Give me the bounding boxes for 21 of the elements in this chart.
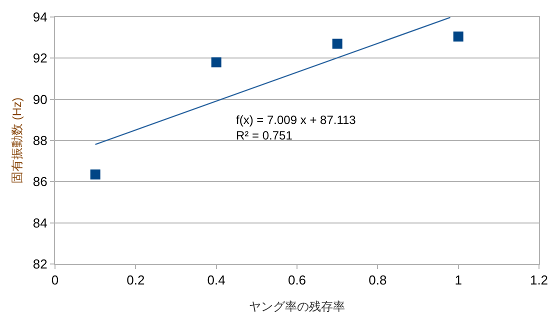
x-axis-title: ヤング率の残存率 — [249, 300, 345, 314]
x-tick-label: 0 — [51, 272, 59, 288]
point — [332, 38, 342, 49]
x-tick-label: 0.2 — [126, 272, 145, 288]
point — [90, 169, 100, 180]
y-tick-label: 92 — [32, 50, 48, 66]
point — [211, 57, 222, 68]
y-tick-label: 88 — [32, 133, 48, 148]
y-axis-title: 固有振動数 (Hz) — [10, 98, 24, 184]
point — [453, 32, 464, 42]
y-tick-label: 86 — [32, 174, 48, 190]
annotation: f(x) = 7.009 x + 87.113 R² = 0.751 — [236, 113, 356, 143]
x-tick-label: 1 — [454, 272, 462, 288]
x-tick-label: 1.2 — [530, 272, 548, 288]
x-tick-label: 0.8 — [368, 272, 387, 288]
y-tick-label: 84 — [32, 215, 48, 230]
x-tick-label: 0.4 — [207, 272, 226, 288]
x-tick-label: 0.6 — [288, 272, 306, 288]
y-tick-label: 90 — [32, 92, 48, 107]
y-tick-label: 94 — [32, 10, 48, 25]
y-tick-label: 82 — [32, 256, 48, 272]
